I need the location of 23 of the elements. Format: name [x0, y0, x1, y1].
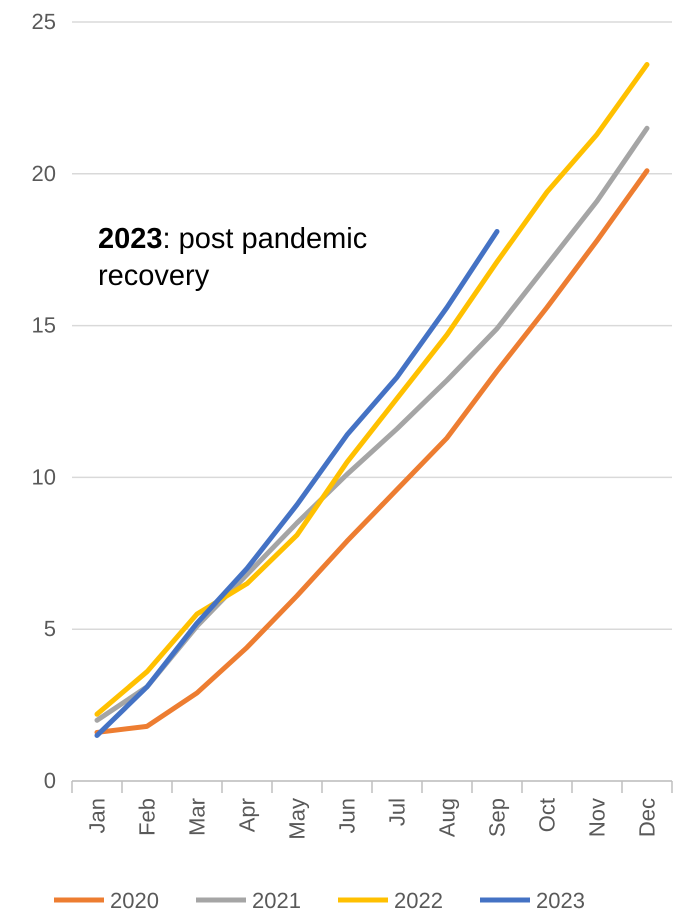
x-tick-label: Sep: [484, 798, 510, 838]
y-tick-label: 10: [32, 464, 56, 490]
x-tick-label: Dec: [634, 798, 660, 838]
y-tick-label: 25: [32, 9, 56, 34]
y-tick-label: 0: [44, 768, 56, 794]
x-tick-label: Jun: [334, 798, 360, 834]
x-tick-label: May: [284, 798, 310, 840]
legend-label: 2020: [110, 888, 159, 913]
legend-label: 2021: [252, 888, 301, 913]
x-tick-label: Jan: [84, 798, 110, 834]
x-tick-label: Oct: [534, 798, 560, 832]
x-tick-label: Apr: [234, 798, 260, 832]
legend-label: 2023: [536, 888, 585, 913]
x-tick-label: Mar: [184, 798, 210, 836]
y-tick-label: 20: [32, 160, 56, 186]
x-tick-label: Nov: [584, 798, 610, 838]
y-tick-label: 15: [32, 312, 56, 338]
y-tick-label: 5: [44, 616, 56, 642]
x-tick-label: Jul: [384, 798, 410, 826]
x-tick-label: Feb: [134, 798, 160, 836]
x-tick-label: Aug: [434, 798, 460, 838]
annotation: 2023: post pandemic recovery: [98, 223, 368, 292]
legend-label: 2022: [394, 888, 443, 913]
